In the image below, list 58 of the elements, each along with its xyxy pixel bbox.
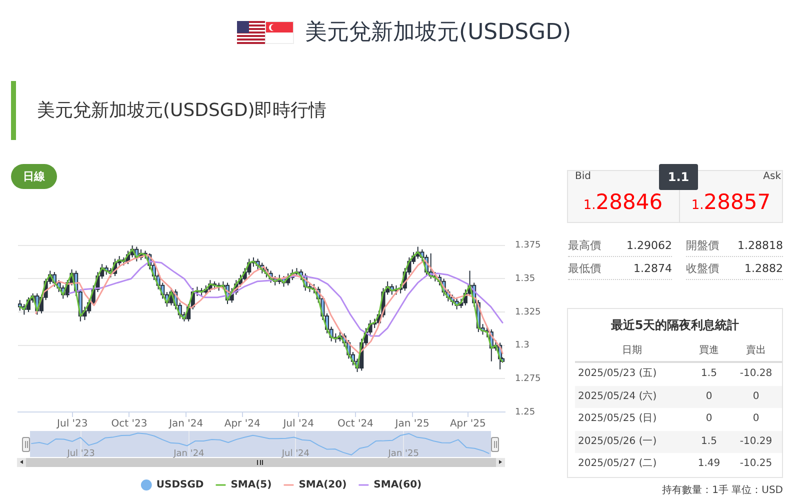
x-tick-label: Jan '25 [387,448,419,459]
text: 0 [704,390,714,404]
text: 最近5天的隔夜利息統計 [610,317,740,334]
category-label: 2025/05/23 (五) [578,368,657,379]
category-label: 買進 [698,344,720,357]
text: 1.5 [700,367,718,381]
x-tick-label: Apr '24 [224,418,260,430]
text: 0 [752,412,760,426]
x-tick-label: Jan '24 [168,418,204,430]
chart-title: 美元兌新加坡元(USDSGD) [305,19,572,47]
text: -10.29 [738,434,774,448]
spread-badge: 1.1 [659,164,698,190]
x-tick-label: Jan '24 [172,448,205,459]
category-label: 2025/05/26 (一) [578,436,657,446]
text: 0 [704,412,714,426]
text: 1.5 [700,434,718,448]
x-tick-label: Oct '23 [111,418,148,430]
text: 開盤價 [686,238,719,252]
text: 最高價 [568,238,601,252]
text: 持有數量：1手 單位：USD [662,484,783,497]
text: 1.29062 [626,238,672,252]
category-label: 2025/05/27 (二) [578,458,657,469]
x-tick-label: Apr '25 [450,418,486,430]
text: 1.49 [696,457,722,471]
x-tick-label: Jul '24 [282,418,314,430]
text: 1.2874 [634,262,672,274]
text: 收盤價 [686,260,719,276]
text: 1.28846 [583,190,663,214]
x-tick-label: Jul '24 [280,448,310,459]
x-tick-label: Jul '23 [66,448,95,459]
text: -10.25 [738,457,774,471]
y-tick-label: 1.3 [515,340,530,351]
y-tick-label: 1.275 [515,374,541,384]
y-tick-label: 1.35 [515,274,536,284]
y-tick-label: 1.325 [515,307,541,318]
legend-label: USDSGD [156,480,204,491]
x-tick-label: Oct '24 [337,418,374,430]
chart-subtitle: 美元兌新加坡元(USDSGD)即時行情 [37,99,327,123]
legend-label: SMA(5) [230,480,272,491]
legend-label: SMA(20) [298,480,347,491]
y-tick-label: 1.375 [515,240,541,251]
category-label: 2025/05/25 (日) [578,413,657,424]
text: -10.28 [738,367,774,381]
text: 0 [752,390,760,404]
text: 1.28818 [738,238,783,252]
timeframe-button: 日線 [11,164,57,189]
text: Bid [575,171,591,182]
x-tick-label: Jan '25 [394,418,430,430]
category-label: 賣出 [745,344,767,357]
text: 1.2882 [744,262,783,274]
legend-label: SMA(60) [374,480,422,491]
x-tick-label: Jul '23 [56,418,88,430]
y-tick-label: 1.25 [515,407,536,418]
text: 日期 [621,344,643,357]
category-label: 2025/05/24 (六) [578,390,657,402]
text: Ask [763,171,781,182]
text: 最低價 [568,260,601,276]
text: 1.28857 [691,190,771,214]
